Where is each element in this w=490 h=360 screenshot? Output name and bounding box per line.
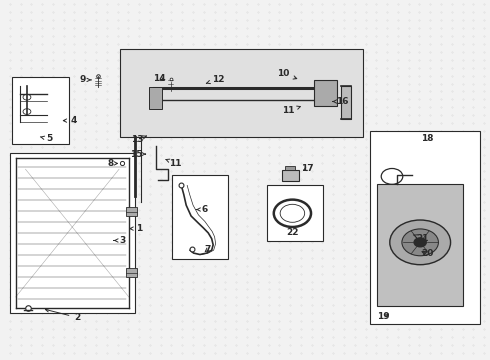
Bar [12,77,69,144]
Text: 21: 21 [414,234,429,243]
Text: 20: 20 [421,249,434,258]
Bar [126,268,137,277]
Bar [341,86,351,119]
Bar [267,185,323,241]
Bar [282,170,299,181]
Text: 18: 18 [421,134,434,143]
Text: 5: 5 [40,134,52,143]
Text: 11: 11 [282,106,300,115]
Text: 15: 15 [130,150,146,158]
Text: 19: 19 [377,312,390,321]
Bar [120,49,363,137]
Text: 16: 16 [333,97,348,106]
Text: 2: 2 [46,309,80,322]
Text: 10: 10 [277,69,297,79]
Circle shape [414,238,426,247]
Bar [377,184,463,306]
Bar [10,153,135,313]
Text: 8: 8 [107,159,118,168]
Text: 17: 17 [301,164,314,173]
Text: 22: 22 [286,228,299,237]
Text: 14: 14 [153,74,166,83]
Bar [126,207,137,216]
Bar [314,80,337,106]
Text: 12: 12 [206,75,224,84]
Bar [370,131,480,324]
Bar [172,175,228,259]
Circle shape [390,220,451,265]
Bar [285,166,295,170]
Text: 9: 9 [79,76,91,85]
Text: 11: 11 [166,158,182,167]
Text: 13: 13 [131,135,147,144]
Text: 6: 6 [196,205,208,214]
Text: 3: 3 [114,236,125,245]
Text: 1: 1 [130,224,143,233]
Text: 7: 7 [204,245,211,254]
Circle shape [402,229,439,256]
Text: 4: 4 [63,116,77,125]
Bar [149,87,162,109]
